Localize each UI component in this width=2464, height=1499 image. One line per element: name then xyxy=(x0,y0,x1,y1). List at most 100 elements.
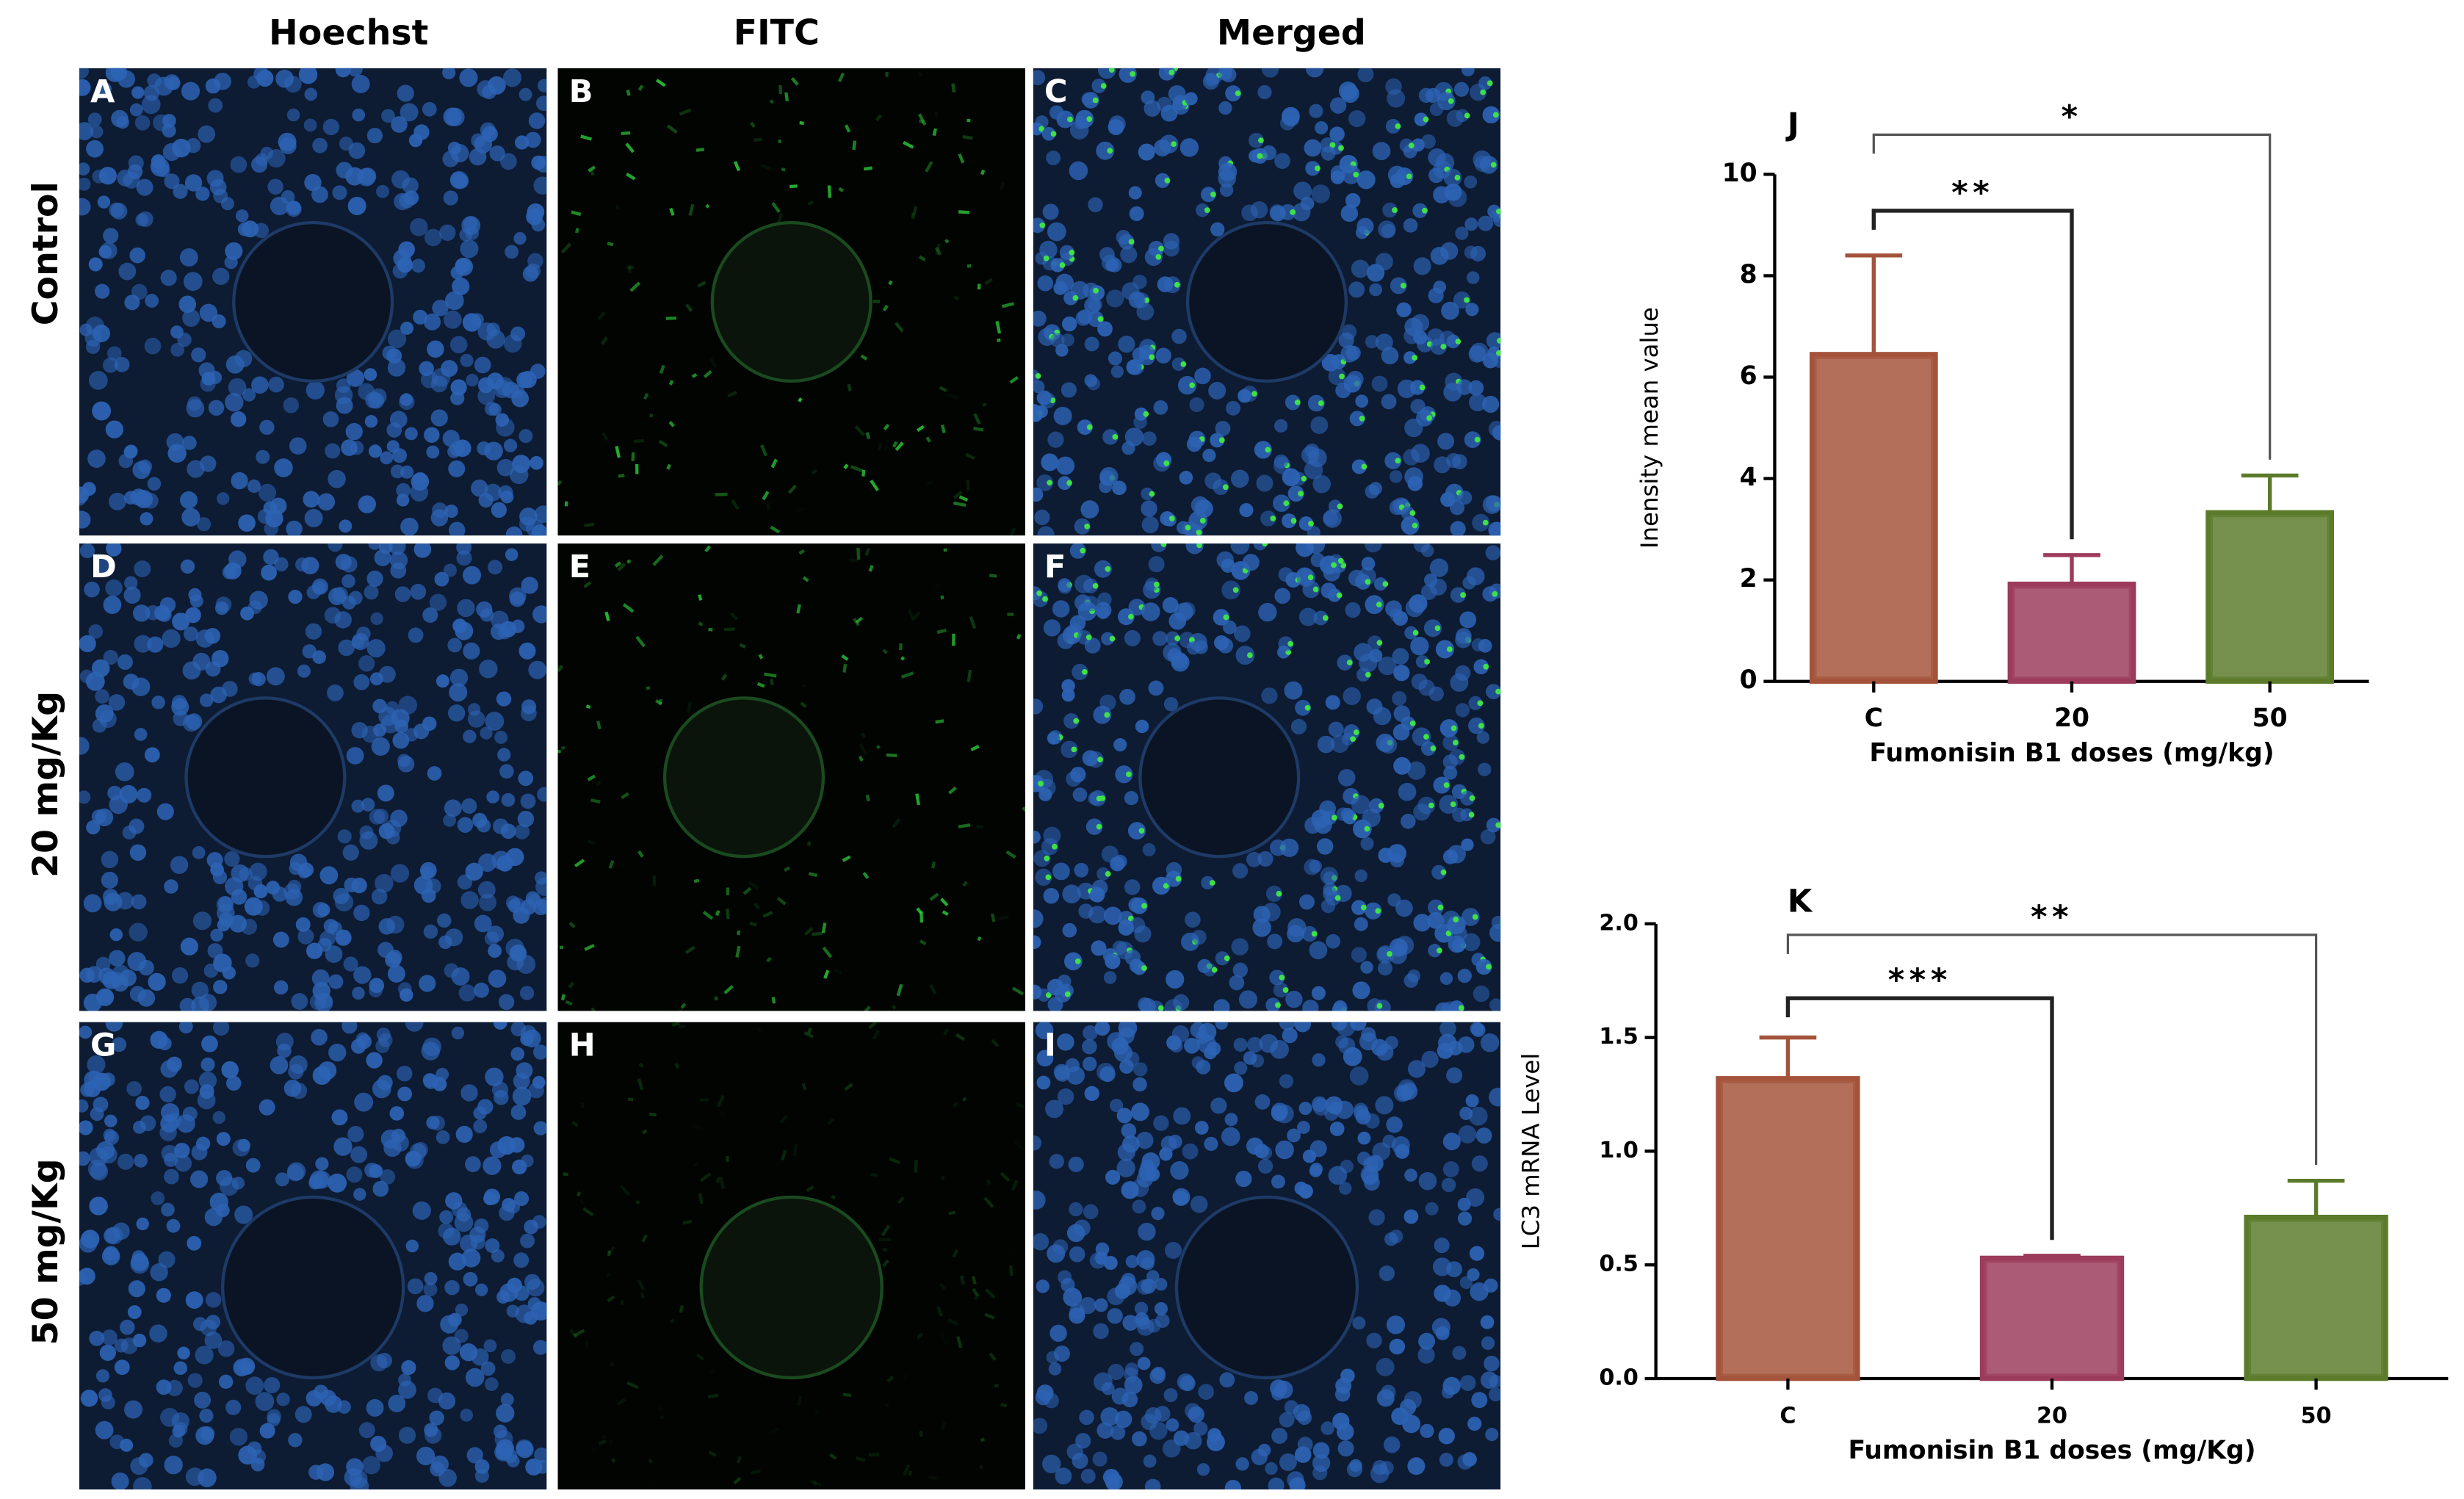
signal xyxy=(716,1177,720,1183)
nucleus xyxy=(1312,1442,1330,1459)
nucleus xyxy=(1403,1209,1419,1224)
nucleus xyxy=(234,1205,253,1224)
nucleus xyxy=(1395,1144,1410,1159)
signal xyxy=(1464,297,1470,303)
nucleus xyxy=(1166,631,1180,646)
nucleus xyxy=(387,964,405,983)
signal xyxy=(610,1362,615,1367)
nucleus xyxy=(317,493,336,511)
nucleus xyxy=(268,376,284,393)
signal xyxy=(1480,89,1486,95)
nucleus xyxy=(372,1079,391,1099)
nucleus xyxy=(422,1073,437,1088)
nucleus xyxy=(1141,1413,1157,1431)
nucleus xyxy=(1218,68,1233,81)
nucleus xyxy=(197,517,212,532)
nucleus xyxy=(1403,218,1418,233)
nucleus xyxy=(1458,1125,1477,1144)
nucleus xyxy=(1130,1179,1149,1197)
nucleus xyxy=(1457,1211,1473,1226)
nucleus xyxy=(1225,85,1242,102)
nucleus xyxy=(97,195,111,209)
signal xyxy=(583,581,592,589)
signal xyxy=(1096,795,1102,802)
nucleus xyxy=(1389,470,1403,483)
nucleus xyxy=(328,1043,347,1062)
nucleus xyxy=(1398,782,1417,801)
signal xyxy=(1312,586,1319,593)
nucleus xyxy=(1434,1238,1450,1254)
nucleus xyxy=(212,1022,230,1036)
signal xyxy=(953,491,963,499)
x-axis-title: Fumonisin B1 doses (mg/kg) xyxy=(1869,738,2274,767)
nucleus xyxy=(1389,945,1407,964)
nucleus xyxy=(1354,917,1368,931)
nucleus xyxy=(106,543,122,557)
signal xyxy=(903,1464,911,1476)
nucleus xyxy=(1190,1195,1208,1213)
signal xyxy=(769,99,775,104)
signal xyxy=(947,1318,959,1326)
signal xyxy=(1265,447,1271,453)
nucleus xyxy=(1457,1036,1475,1053)
signal xyxy=(1100,83,1107,89)
nucleus xyxy=(312,650,326,664)
nucleus xyxy=(1404,1169,1417,1182)
nucleus xyxy=(1153,1115,1169,1131)
nucleus xyxy=(167,76,181,90)
nucleus xyxy=(368,444,382,458)
nucleus xyxy=(1146,1318,1161,1333)
nucleus xyxy=(132,604,151,622)
nucleus xyxy=(1461,908,1480,926)
nucleus xyxy=(95,988,115,1006)
nucleus xyxy=(1482,395,1500,413)
nucleus xyxy=(1185,911,1201,928)
nucleus xyxy=(1424,573,1438,587)
nucleus xyxy=(1033,487,1044,502)
nucleus xyxy=(334,386,353,405)
nucleus xyxy=(1144,248,1163,267)
nucleus xyxy=(1036,1279,1050,1293)
signal xyxy=(760,163,772,171)
signal xyxy=(637,1078,644,1091)
signal xyxy=(628,264,632,273)
signal xyxy=(984,1312,995,1320)
nucleus xyxy=(1105,953,1121,969)
oocyte xyxy=(184,696,347,859)
nucleus xyxy=(314,1384,329,1400)
nucleus xyxy=(1312,474,1332,494)
signal xyxy=(1047,480,1053,486)
nucleus xyxy=(390,411,408,428)
nucleus xyxy=(102,971,120,989)
signal xyxy=(1359,415,1365,422)
nucleus xyxy=(1053,1063,1070,1080)
nucleus xyxy=(461,1249,481,1268)
nucleus xyxy=(339,519,353,533)
signal xyxy=(972,1287,979,1297)
nucleus xyxy=(1338,1182,1352,1195)
signal xyxy=(1318,400,1324,406)
signal xyxy=(688,203,695,216)
nucleus xyxy=(1154,1301,1168,1316)
nucleus xyxy=(213,980,228,994)
signal xyxy=(1155,254,1162,260)
bar xyxy=(1979,1255,2125,1381)
nucleus xyxy=(1383,1436,1401,1453)
nucleus xyxy=(1198,1022,1217,1041)
nucleus xyxy=(1488,521,1501,536)
nucleus xyxy=(1329,126,1345,142)
nucleus xyxy=(516,1440,534,1459)
signal xyxy=(892,817,901,828)
nucleus xyxy=(1393,665,1410,682)
nucleus xyxy=(443,563,457,577)
nucleus xyxy=(1282,513,1297,529)
nucleus xyxy=(513,231,527,245)
nucleus xyxy=(1088,197,1103,212)
nucleus xyxy=(172,613,190,631)
nucleus xyxy=(471,133,486,148)
nucleus xyxy=(254,900,270,916)
nucleus xyxy=(119,969,137,987)
nucleus xyxy=(200,1057,215,1072)
nucleus xyxy=(1144,100,1161,117)
nucleus xyxy=(1093,705,1112,724)
